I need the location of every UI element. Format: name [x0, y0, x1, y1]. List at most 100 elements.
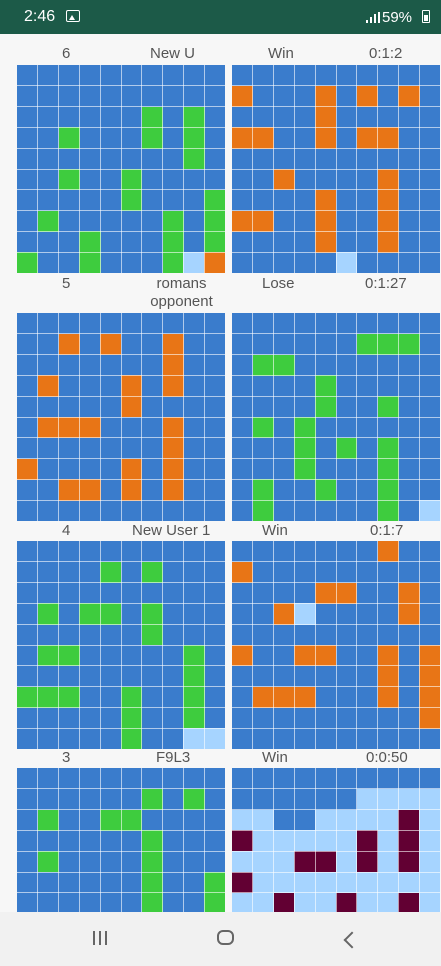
green-cell — [37, 210, 60, 232]
green-cell — [141, 872, 164, 894]
grid-line — [17, 189, 225, 191]
signal-icon — [366, 12, 380, 23]
game-number: 3 — [62, 749, 71, 766]
orange-cell — [315, 85, 337, 108]
status-time: 2:46 — [24, 8, 56, 25]
orange-cell — [315, 582, 337, 604]
green-cell — [162, 210, 184, 232]
green-cell — [100, 561, 122, 584]
green-cell — [377, 333, 399, 356]
light-cell — [398, 788, 420, 811]
green-cell — [141, 603, 164, 625]
game-history-list[interactable]: 6 New U Win 0:1:2 5 romans opponent Lose… — [0, 34, 441, 912]
orange-cell — [419, 686, 441, 708]
game-duration: 0:0:50 — [366, 749, 408, 766]
opponent-board[interactable] — [232, 768, 441, 912]
grid-line — [232, 416, 440, 418]
grid-line — [232, 437, 440, 439]
opponent-board[interactable] — [232, 313, 441, 522]
dark-cell — [336, 892, 358, 912]
grid-line — [17, 665, 225, 667]
grid-line — [17, 499, 225, 501]
grid-line — [252, 768, 254, 912]
green-cell — [377, 396, 399, 418]
orange-cell — [419, 645, 441, 667]
green-cell — [141, 830, 164, 852]
green-cell — [356, 333, 379, 356]
orange-cell — [162, 437, 184, 460]
game-number: 4 — [62, 522, 71, 539]
orange-cell — [121, 396, 143, 418]
recent-apps-button[interactable] — [55, 912, 145, 966]
light-cell — [356, 872, 379, 894]
light-cell — [315, 892, 337, 912]
light-cell — [336, 872, 358, 894]
orange-cell — [315, 645, 337, 667]
green-cell — [79, 603, 101, 625]
grid-line — [232, 458, 440, 460]
orange-cell — [162, 417, 184, 439]
grid-line — [232, 871, 440, 873]
game-result: Win — [268, 45, 294, 62]
orange-cell — [315, 231, 337, 253]
grid-line — [232, 499, 440, 501]
orange-cell — [315, 189, 337, 212]
game-number: 5 — [62, 275, 71, 292]
orange-cell — [419, 707, 441, 729]
orange-cell — [294, 645, 316, 667]
orange-cell — [232, 645, 254, 667]
my-board[interactable] — [17, 768, 226, 912]
green-cell — [121, 707, 143, 729]
opponent-board[interactable] — [232, 541, 441, 749]
green-cell — [37, 809, 60, 831]
light-cell — [377, 872, 399, 894]
dark-cell — [315, 851, 337, 873]
light-cell — [398, 872, 420, 894]
light-cell — [183, 728, 205, 750]
orange-cell — [398, 603, 420, 625]
orange-cell — [294, 686, 316, 708]
grid-line — [418, 313, 420, 521]
navigation-bar — [0, 912, 441, 966]
orange-cell — [232, 85, 254, 108]
grid-line — [17, 871, 225, 873]
my-board[interactable] — [17, 541, 226, 750]
game-duration: 0:1:2 — [369, 45, 403, 62]
green-cell — [315, 375, 337, 397]
back-button[interactable] — [305, 912, 395, 966]
light-cell — [273, 851, 295, 873]
green-cell — [336, 437, 358, 460]
grid-line — [17, 644, 225, 646]
orange-cell — [377, 127, 399, 149]
grid-line — [162, 65, 164, 273]
grid-line — [17, 458, 225, 460]
green-cell — [183, 106, 205, 128]
light-cell — [294, 603, 316, 625]
orange-cell — [79, 479, 101, 501]
grid-line — [377, 768, 379, 912]
dark-cell — [356, 830, 379, 852]
light-cell — [252, 830, 275, 852]
orange-cell — [121, 458, 143, 480]
green-cell — [315, 479, 337, 501]
light-cell — [315, 809, 337, 831]
green-cell — [100, 809, 122, 831]
recent-apps-icon — [93, 931, 107, 945]
orange-cell — [162, 375, 184, 397]
orange-cell — [162, 479, 184, 501]
home-button[interactable] — [181, 912, 271, 966]
opponent-board[interactable] — [232, 65, 440, 274]
green-cell — [17, 686, 39, 708]
orange-cell — [273, 686, 295, 708]
game-result: Win — [262, 749, 288, 766]
grid-line — [232, 251, 440, 253]
grid-line — [356, 313, 358, 521]
grid-line — [141, 65, 143, 273]
grid-line — [141, 768, 143, 912]
back-icon — [343, 931, 361, 949]
dark-cell — [398, 830, 420, 852]
my-board[interactable] — [17, 65, 226, 274]
my-board[interactable] — [17, 313, 225, 521]
grid-line — [203, 65, 205, 273]
game-result: Win — [262, 522, 288, 539]
